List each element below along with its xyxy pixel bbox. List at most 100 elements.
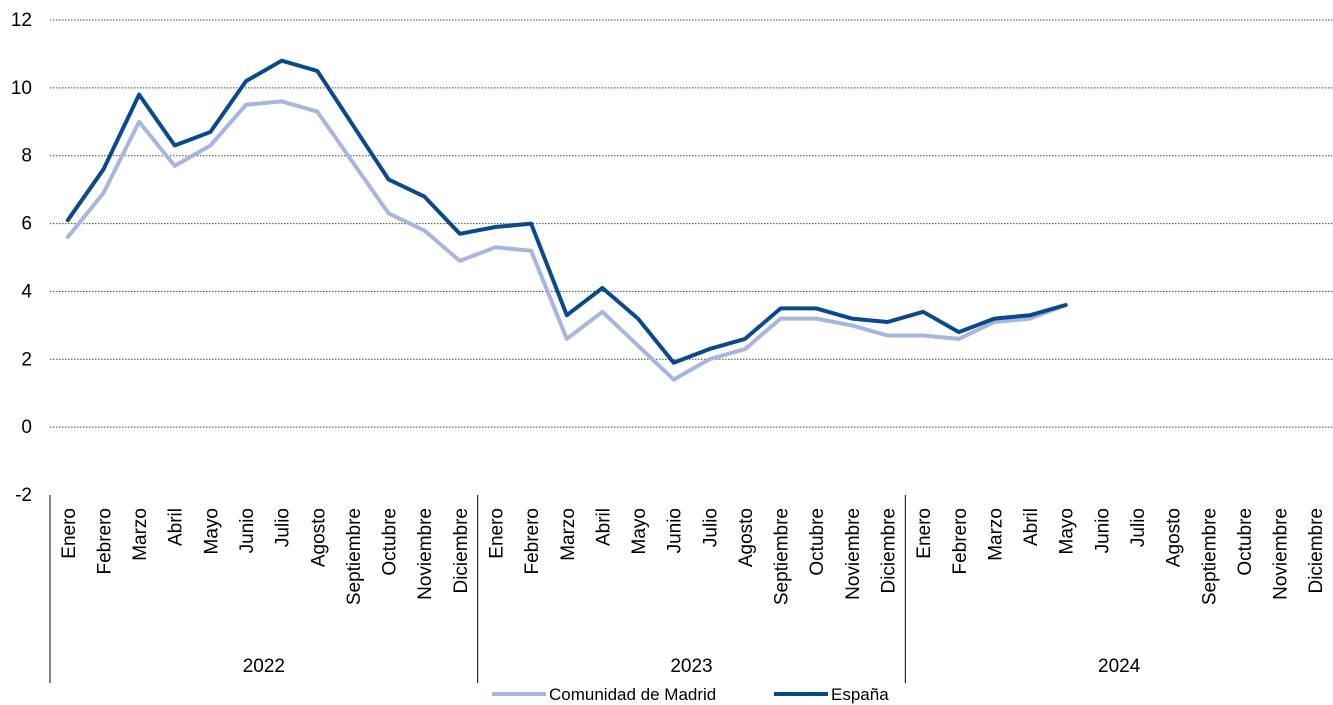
data-point (423, 195, 425, 197)
x-tick-label: Marzo (558, 508, 579, 561)
data-point (815, 307, 817, 309)
data-point (423, 229, 425, 231)
data-point (281, 100, 283, 102)
x-tick-label: Julio (1128, 508, 1149, 547)
data-point (138, 94, 140, 96)
data-point (245, 104, 247, 106)
data-point (744, 348, 746, 350)
x-tick-label: Diciembre (879, 508, 900, 594)
x-tick-label: Abril (593, 508, 614, 546)
data-point (993, 318, 995, 320)
x-tick-label: Junio (1092, 508, 1113, 553)
x-tick-label: Agosto (1164, 508, 1185, 567)
data-point (637, 318, 639, 320)
data-point (673, 362, 675, 364)
data-point (566, 314, 568, 316)
legend-label-espana: España (831, 685, 889, 704)
y-tick-label: 4 (21, 281, 32, 302)
y-tick-label: 6 (21, 214, 32, 235)
x-tick-label: Julio (700, 508, 721, 547)
x-tick-label: Agosto (736, 508, 757, 567)
data-point (708, 348, 710, 350)
y-axis-ticks: 12 10 8 6 4 2 0 -2 (11, 10, 33, 506)
data-point (102, 192, 104, 194)
series-line-espana (65, 58, 1068, 365)
data-point (1065, 304, 1067, 306)
x-tick-label: Noviembre (415, 508, 436, 600)
data-point (530, 250, 532, 252)
x-tick-label: Febrero (950, 508, 971, 575)
data-point (993, 321, 995, 323)
x-tick-label: Noviembre (843, 508, 864, 600)
data-point (566, 338, 568, 340)
x-tick-label: Agosto (308, 508, 329, 567)
data-point (601, 311, 603, 313)
y-tick-label: -2 (15, 485, 32, 506)
data-point (958, 338, 960, 340)
y-tick-label: 0 (21, 417, 32, 438)
data-point (388, 212, 390, 214)
data-point (673, 379, 675, 381)
data-point (102, 168, 104, 170)
legend: Comunidad de Madrid España (492, 685, 889, 704)
data-point (708, 358, 710, 360)
data-point (388, 178, 390, 180)
x-axis: Enero Febrero Marzo Abril Mayo Junio Julio Agos… (49, 495, 1327, 683)
data-point (637, 345, 639, 347)
data-point (922, 311, 924, 313)
x-tick-label: Octubre (807, 508, 828, 576)
x-tick-label: Febrero (522, 508, 543, 575)
series-lines (65, 58, 1068, 382)
y-tick-label: 2 (21, 349, 32, 370)
x-tick-label: Octubre (380, 508, 401, 576)
data-point (851, 318, 853, 320)
year-label: 2022 (243, 656, 285, 677)
x-tick-label: Septiembre (344, 508, 365, 605)
x-tick-label: Marzo (130, 508, 151, 561)
x-tick-label: Diciembre (451, 508, 472, 594)
data-point (245, 80, 247, 82)
data-point (352, 162, 354, 163)
y-tick-label: 10 (11, 78, 32, 99)
x-tick-label: Febrero (94, 508, 115, 575)
data-point (209, 131, 211, 133)
y-tick-label: 12 (11, 10, 32, 31)
data-point (815, 318, 817, 320)
data-point (530, 223, 532, 225)
data-point (138, 121, 140, 123)
x-tick-label: Septiembre (772, 508, 793, 605)
x-tick-label: Enero (486, 508, 507, 559)
data-point (316, 111, 318, 113)
year-label: 2024 (1098, 656, 1141, 677)
x-tick-label: Junio (237, 508, 258, 553)
data-point (744, 338, 746, 340)
x-tick-label: Marzo (985, 508, 1006, 561)
data-point (494, 226, 496, 228)
data-point (780, 307, 782, 309)
data-point (67, 219, 69, 221)
data-point (174, 145, 176, 147)
data-point (459, 233, 461, 235)
data-point (922, 335, 924, 337)
x-tick-label: Septiembre (1199, 508, 1220, 605)
grid-lines (50, 19, 1333, 428)
legend-label-madrid: Comunidad de Madrid (549, 685, 716, 704)
x-tick-label: Abril (1021, 508, 1042, 546)
data-point (1029, 318, 1031, 320)
data-point (459, 260, 461, 262)
x-tick-label: Julio (273, 508, 294, 547)
data-point (887, 321, 889, 323)
data-point (316, 70, 318, 72)
data-point (209, 145, 211, 147)
data-point (494, 246, 496, 248)
data-point (281, 60, 283, 62)
data-point (958, 331, 960, 333)
x-tick-label: Diciembre (1306, 508, 1327, 594)
data-point (352, 124, 354, 126)
x-tick-label: Noviembre (1271, 508, 1292, 600)
data-point (887, 335, 889, 337)
data-point (601, 287, 603, 289)
x-tick-label: Junio (665, 508, 686, 553)
data-point (1029, 314, 1031, 316)
